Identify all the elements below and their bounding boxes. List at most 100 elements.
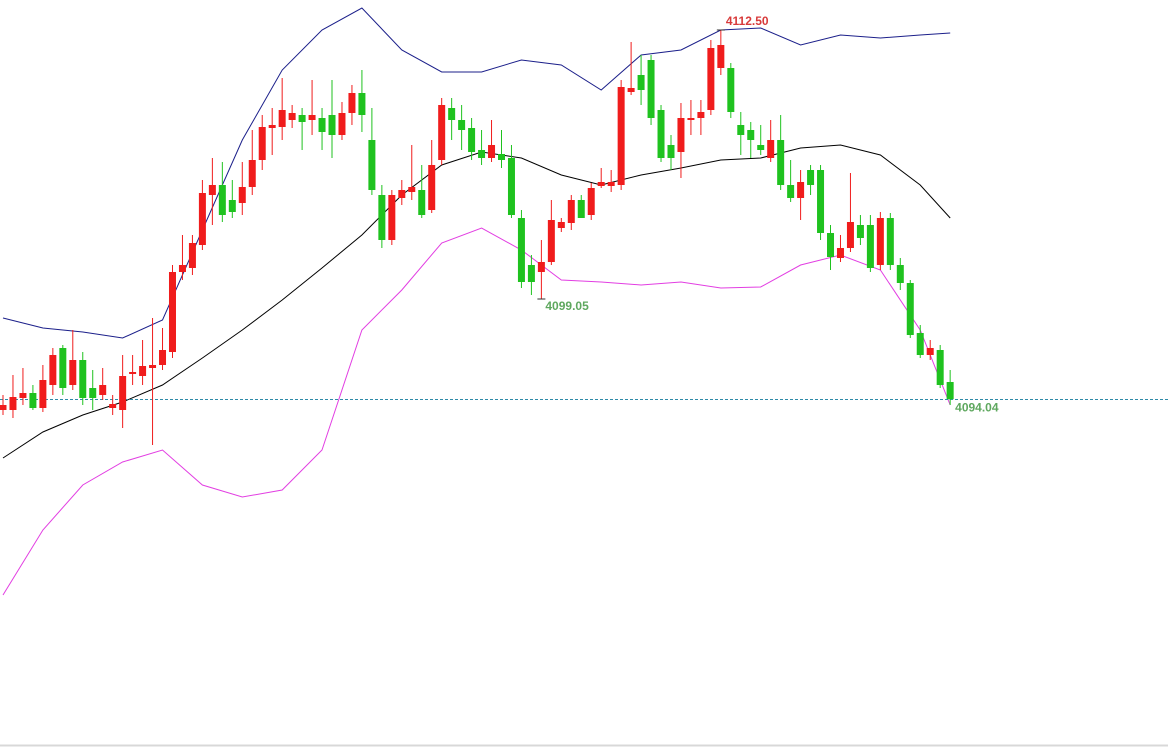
candle-body bbox=[498, 154, 505, 160]
candle-body bbox=[388, 195, 396, 240]
candle-body bbox=[547, 220, 555, 262]
band-line bbox=[2, 227, 951, 596]
candle-body bbox=[906, 283, 914, 335]
candle-body bbox=[238, 187, 246, 203]
candle-body bbox=[188, 243, 196, 268]
candle-body bbox=[278, 110, 286, 127]
candle-body bbox=[478, 150, 486, 158]
candle-body bbox=[627, 88, 635, 92]
candle-body bbox=[19, 393, 27, 398]
candle-body bbox=[428, 165, 436, 210]
candle-body bbox=[667, 145, 675, 158]
candle-body bbox=[697, 112, 705, 118]
candle-body bbox=[557, 222, 565, 228]
candle-body bbox=[268, 125, 276, 128]
candle-body bbox=[617, 87, 625, 185]
candle-body bbox=[99, 385, 107, 395]
candle-body bbox=[468, 128, 476, 152]
candle-body bbox=[936, 350, 944, 385]
candle-body bbox=[856, 225, 864, 238]
candle-body bbox=[208, 185, 216, 195]
high-label: 4112.50 bbox=[726, 14, 769, 28]
candle-body bbox=[308, 115, 316, 120]
candle-body bbox=[318, 118, 326, 132]
candle-body bbox=[378, 195, 386, 240]
candle-body bbox=[119, 376, 127, 410]
candle-body bbox=[168, 272, 176, 352]
candle-body bbox=[866, 225, 874, 268]
low-label: 4099.05 bbox=[545, 299, 589, 313]
candle-body bbox=[717, 45, 725, 68]
candle-body bbox=[647, 60, 655, 118]
candle-body bbox=[149, 365, 157, 368]
candle-body bbox=[777, 140, 785, 185]
candle-body bbox=[807, 170, 815, 185]
candle-body bbox=[896, 265, 904, 283]
candle-body bbox=[607, 182, 615, 186]
candle-body bbox=[846, 222, 854, 248]
candle-body bbox=[418, 190, 426, 215]
candle-body bbox=[637, 75, 645, 90]
candle-body bbox=[787, 185, 795, 198]
candle-body bbox=[527, 265, 535, 282]
candle-body bbox=[926, 348, 934, 355]
candle-body bbox=[707, 48, 715, 110]
candle-body bbox=[129, 372, 137, 374]
band-line bbox=[2, 7, 951, 339]
candle-body bbox=[876, 218, 884, 265]
candle-body bbox=[288, 113, 296, 120]
candle-body bbox=[368, 140, 376, 190]
candle-body bbox=[438, 105, 446, 160]
candle-body bbox=[39, 380, 47, 408]
candle-body bbox=[109, 404, 117, 408]
candle-body bbox=[537, 262, 545, 272]
candle-body bbox=[827, 233, 835, 257]
candle-body bbox=[0, 405, 7, 410]
candle-body bbox=[567, 200, 575, 223]
candle-body bbox=[29, 393, 37, 408]
candle-body bbox=[747, 130, 755, 140]
candle-body bbox=[448, 108, 456, 120]
candle-body bbox=[507, 158, 515, 215]
candle-body bbox=[577, 200, 585, 218]
candle-body bbox=[248, 160, 256, 187]
candle-body bbox=[178, 265, 186, 272]
candle-body bbox=[218, 185, 226, 215]
candle-body bbox=[817, 170, 825, 233]
candle-body bbox=[886, 218, 894, 265]
candle-body bbox=[228, 200, 236, 212]
candle-body bbox=[198, 193, 206, 245]
candle-body bbox=[737, 125, 745, 135]
candle-body bbox=[727, 68, 735, 112]
candle-body bbox=[338, 113, 346, 135]
candle-body bbox=[757, 145, 765, 150]
candle-body bbox=[9, 397, 17, 410]
candle-body bbox=[916, 333, 924, 355]
candle-body bbox=[687, 118, 695, 120]
candle-body bbox=[79, 360, 87, 398]
candle-body bbox=[258, 127, 266, 160]
candle-body bbox=[767, 140, 775, 158]
candle-body bbox=[59, 348, 67, 388]
candle-body bbox=[69, 360, 77, 385]
candle-body bbox=[836, 248, 844, 258]
candle-body bbox=[348, 93, 356, 113]
last-price-label: 4094.04 bbox=[955, 400, 999, 414]
candle-body bbox=[677, 118, 685, 152]
candle-body bbox=[946, 382, 954, 400]
candle-body bbox=[488, 145, 496, 158]
candle-body bbox=[358, 93, 366, 115]
candle-body bbox=[408, 187, 416, 192]
candle-body bbox=[89, 388, 97, 398]
candle-body bbox=[458, 120, 466, 130]
candle-body bbox=[587, 188, 595, 215]
candle-body bbox=[517, 218, 525, 282]
candle-body bbox=[328, 115, 336, 135]
candle-body bbox=[159, 350, 167, 365]
candle-body bbox=[139, 366, 147, 376]
candle-body bbox=[298, 115, 306, 122]
candle-body bbox=[797, 182, 805, 198]
